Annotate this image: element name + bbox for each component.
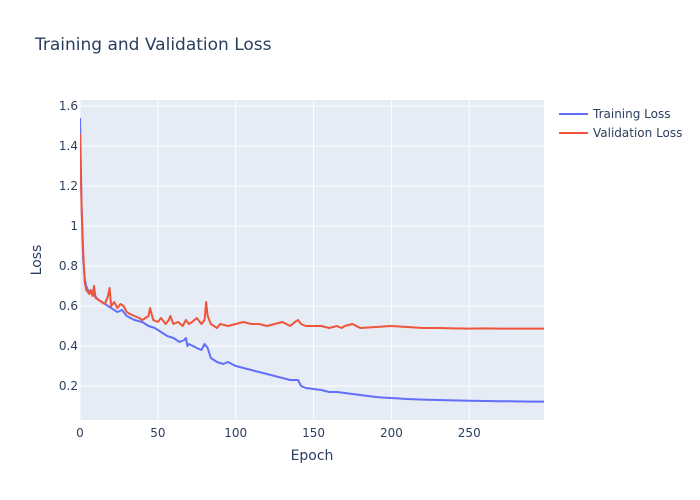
- y-tick-label: 0.6: [59, 299, 78, 313]
- legend-item-training[interactable]: Training Loss: [559, 107, 670, 121]
- y-tick-label: 1.6: [59, 99, 78, 113]
- y-tick-label: 0.8: [59, 259, 78, 273]
- x-tick-label: 200: [380, 426, 403, 440]
- y-tick-label: 0.2: [59, 379, 78, 393]
- y-tick-label: 1.2: [59, 179, 78, 193]
- x-axis-title: Epoch: [291, 448, 334, 464]
- x-tick-label: 250: [458, 426, 481, 440]
- x-tick-label: 0: [76, 426, 84, 440]
- legend: Training Loss Validation Loss: [559, 107, 682, 140]
- grid: [79, 100, 544, 420]
- legend-item-validation[interactable]: Validation Loss: [559, 126, 682, 140]
- y-axis-title: Loss: [29, 245, 45, 276]
- y-tick-label: 0.4: [59, 339, 78, 353]
- x-tick-label: 100: [224, 426, 247, 440]
- x-tick-label: 150: [302, 426, 325, 440]
- y-tick-label: 1: [70, 219, 78, 233]
- y-tick-label: 1.4: [59, 139, 78, 153]
- series-line-validation: [80, 133, 544, 330]
- series-line-training: [80, 117, 544, 403]
- legend-label-validation: Validation Loss: [593, 126, 682, 140]
- plot-area: [80, 100, 544, 420]
- tick-labels: 0 50 100 150 200 250 0.2 0.4 0.6 0.8 1 1.2 1.4 1.6: [59, 99, 481, 440]
- x-tick-label: 50: [150, 426, 165, 440]
- chart-title: Training and Validation Loss: [34, 35, 272, 55]
- series-layer: [80, 117, 544, 403]
- legend-label-training: Training Loss: [592, 107, 670, 121]
